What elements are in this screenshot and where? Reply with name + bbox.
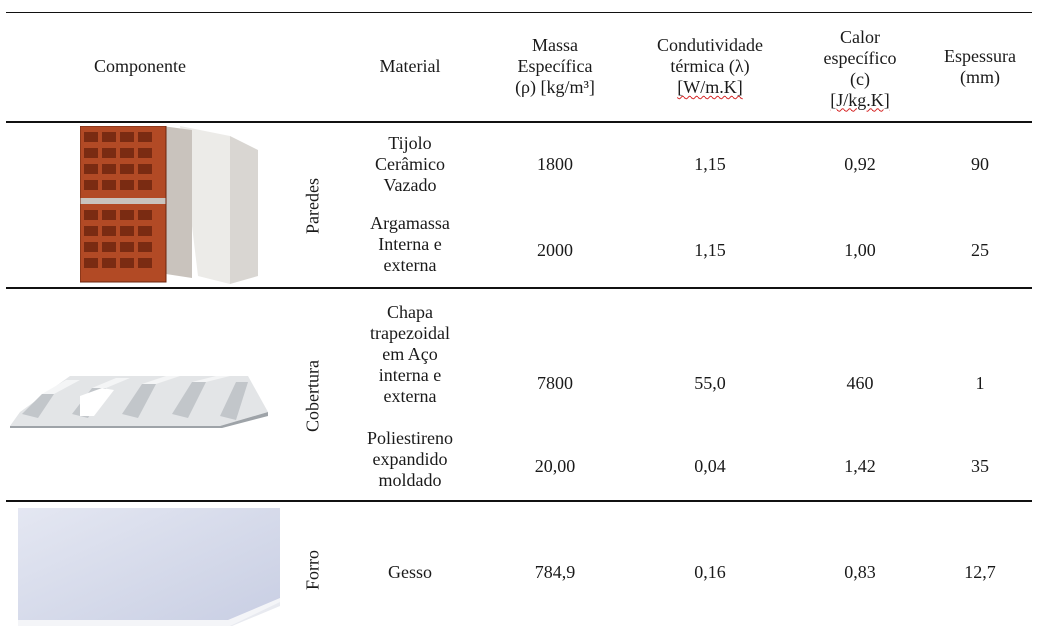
group-label-cobertura: Cobertura [302,360,323,432]
header-componente: Componente [94,56,186,76]
espessura-chapa: 1 [975,372,985,393]
trapezoidal-roof-sheet-illustration [10,376,268,428]
header-material: Material [379,56,441,76]
header-calor-unit: [J/kg.K] [830,89,890,110]
calor-chapa: 460 [846,372,874,393]
material-poliestireno: Poliestireno expandido moldado [367,427,453,490]
massa-argamassa: 2000 [537,239,573,260]
material-gesso: Gesso [388,561,432,582]
header-condutividade-line1: Condutividade [657,35,763,55]
massa-gesso: 784,9 [534,561,576,582]
massa-chapa: 7800 [537,372,573,393]
calor-gesso: 0,83 [844,561,876,582]
calor-argamassa: 1,00 [844,239,876,260]
top-rule [6,12,1032,13]
espessura-gesso: 12,7 [964,561,996,582]
brick-wall-illustration [80,126,258,284]
header-calor-line1: Calor [840,26,880,47]
header-rule [6,121,1032,123]
calor-poliestireno: 1,42 [844,455,876,476]
condutividade-tijolo: 1,15 [694,153,726,174]
espessura-argamassa: 25 [971,239,989,260]
material-chapa: Chapa trapezoidal em Aço interna e exter… [370,301,450,406]
condutividade-gesso: 0,16 [694,561,726,582]
group-label-forro: Forro [302,550,323,590]
condutividade-argamassa: 1,15 [694,239,726,260]
header-espessura: Espessura (mm) [944,45,1016,87]
header-condutividade-unit: [W/m.K] [677,77,743,97]
gypsum-board-illustration [18,508,280,626]
header-condutividade: Condutividade térmica (λ) [W/m.K] [630,12,790,121]
header-calor-especifico: Calor específico (c) [J/kg.K] [800,12,920,121]
header-massa-especifica: Massa Específica (ρ) [kg/m³] [515,35,595,97]
condutividade-poliestireno: 0,04 [694,455,726,476]
material-argamassa: Argamassa Interna e externa [370,212,450,275]
paredes-bottom-rule [6,287,1032,289]
espessura-tijolo: 90 [971,153,989,174]
massa-poliestireno: 20,00 [534,455,576,476]
calor-tijolo: 0,92 [844,153,876,174]
condutividade-chapa: 55,0 [694,372,726,393]
cobertura-bottom-rule [6,500,1032,502]
group-label-paredes: Paredes [302,178,323,234]
header-calor-line2: específico [823,47,897,68]
header-condutividade-line2: térmica (λ) [670,56,750,76]
header-calor-line3: (c) [850,68,870,89]
espessura-poliestireno: 35 [971,455,989,476]
massa-tijolo: 1800 [537,153,573,174]
material-tijolo: Tijolo Cerâmico Vazado [375,132,445,195]
